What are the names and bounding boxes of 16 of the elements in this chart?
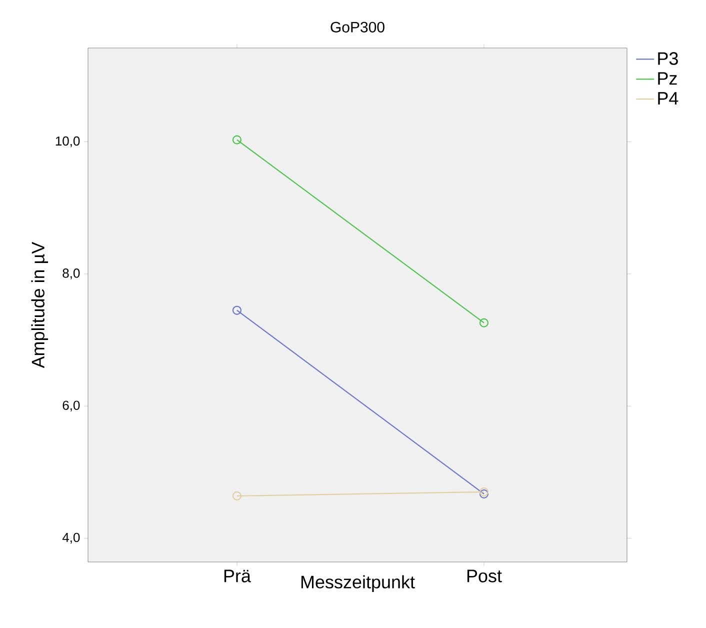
point <box>232 491 242 500</box>
y-axis-title: Amplitude in µV <box>31 242 48 368</box>
x-tick-label: Post <box>467 570 502 582</box>
y-tick-label: 10,0 <box>56 136 80 148</box>
point <box>479 318 489 328</box>
chart-title: GoP300 <box>330 22 384 32</box>
y-tick-label: 6,0 <box>62 400 80 412</box>
legend-label: Pz <box>658 72 677 85</box>
point <box>232 135 242 144</box>
y-tick-label: 4,0 <box>62 532 80 544</box>
point <box>232 306 242 315</box>
x-tick-label: Prä <box>224 570 251 582</box>
x-axis-title: Messzeitpunkt <box>301 575 415 592</box>
legend-label: P3 <box>658 52 678 65</box>
y-tick-label: 8,0 <box>62 268 80 280</box>
legend-label: P4 <box>658 92 678 105</box>
